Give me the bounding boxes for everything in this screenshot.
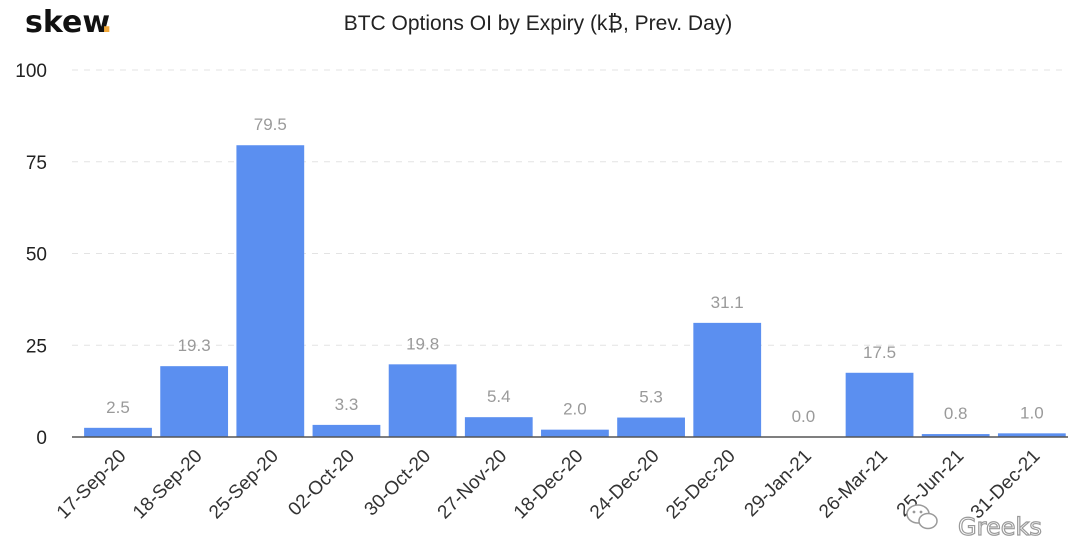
x-tick-label: 25-Jun-21: [893, 446, 968, 521]
skew-logo: skew .: [25, 5, 112, 40]
data-label: 1.0: [1020, 403, 1044, 422]
x-tick-label: 31-Dec-21: [967, 446, 1045, 524]
bar-27-Nov-20: [464, 417, 533, 437]
data-label: 31.1: [711, 293, 744, 312]
y-tick-label: 50: [26, 245, 47, 266]
x-tick-label: 25-Sep-20: [205, 446, 283, 524]
chart-title: BTC Options OI by Expiry (k₿, Prev. Day): [344, 12, 733, 35]
logo-dot: .: [101, 5, 112, 40]
bar-25-Sep-20: [236, 145, 305, 438]
x-tick-label: 27-Nov-20: [434, 446, 512, 524]
data-label: 0.8: [944, 404, 968, 423]
grid-lines: [72, 69, 1068, 346]
data-label: 5.4: [487, 387, 511, 406]
data-label: 17.5: [863, 343, 896, 362]
x-tick-label: 02-Oct-20: [284, 446, 359, 521]
bar-25-Jun-21: [921, 434, 990, 437]
wechat-icon: [906, 504, 938, 530]
bar-25-Dec-20: [693, 322, 762, 437]
data-label: 79.5: [254, 115, 287, 134]
y-tick-label: 75: [26, 153, 47, 174]
data-label: 2.0: [563, 400, 587, 419]
x-tick-label: 29-Jan-21: [741, 446, 816, 521]
bar-26-Mar-21: [845, 372, 914, 437]
x-tick-label: 30-Oct-20: [361, 446, 436, 521]
bar-31-Dec-21: [997, 433, 1066, 437]
bar-17-Sep-20: [84, 427, 152, 437]
data-label: 3.3: [335, 395, 359, 414]
x-tick-label: 18-Dec-20: [510, 446, 588, 524]
data-labels: 2.5 19.3 79.5 3.3 19.8 5.4 2.0 5.3 31.1 0.0 17.5 0.…: [106, 115, 1043, 426]
bar-24-Dec-20: [617, 417, 685, 437]
data-label: 0.0: [792, 407, 816, 426]
bar-02-Oct-20: [312, 424, 381, 437]
x-tick-label: 18-Sep-20: [129, 446, 207, 524]
y-tick-label: 0: [36, 428, 47, 449]
y-tick-label: 100: [15, 61, 47, 82]
data-label: 2.5: [106, 398, 130, 417]
x-tick-label: 26-Mar-21: [815, 446, 892, 523]
y-axis-ticks: 0 25 50 75 100: [15, 61, 47, 449]
y-tick-label: 25: [26, 336, 47, 357]
bars: [84, 145, 1066, 438]
bar-18-Sep-20: [160, 366, 229, 437]
bar-18-Dec-20: [541, 429, 609, 437]
watermark-text: Greeks: [958, 513, 1042, 541]
x-tick-label: 25-Dec-20: [662, 446, 740, 524]
data-label: 19.3: [178, 336, 211, 355]
x-tick-label: 17-Sep-20: [53, 446, 131, 524]
logo-text: skew: [25, 5, 110, 40]
bar-30-Oct-20: [388, 364, 457, 437]
x-tick-label: 24-Dec-20: [586, 446, 664, 524]
data-label: 5.3: [639, 388, 663, 407]
watermark: Greeks: [906, 504, 1042, 542]
data-label: 19.8: [406, 334, 439, 353]
